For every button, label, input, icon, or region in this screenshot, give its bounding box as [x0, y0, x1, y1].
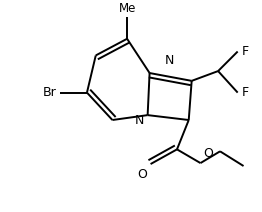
- Text: O: O: [203, 147, 213, 160]
- Text: Me: Me: [118, 2, 136, 15]
- Text: F: F: [242, 45, 249, 58]
- Text: N: N: [165, 54, 174, 67]
- Text: Br: Br: [43, 86, 57, 99]
- Text: F: F: [242, 86, 249, 99]
- Text: O: O: [137, 168, 147, 181]
- Text: N: N: [134, 113, 144, 127]
